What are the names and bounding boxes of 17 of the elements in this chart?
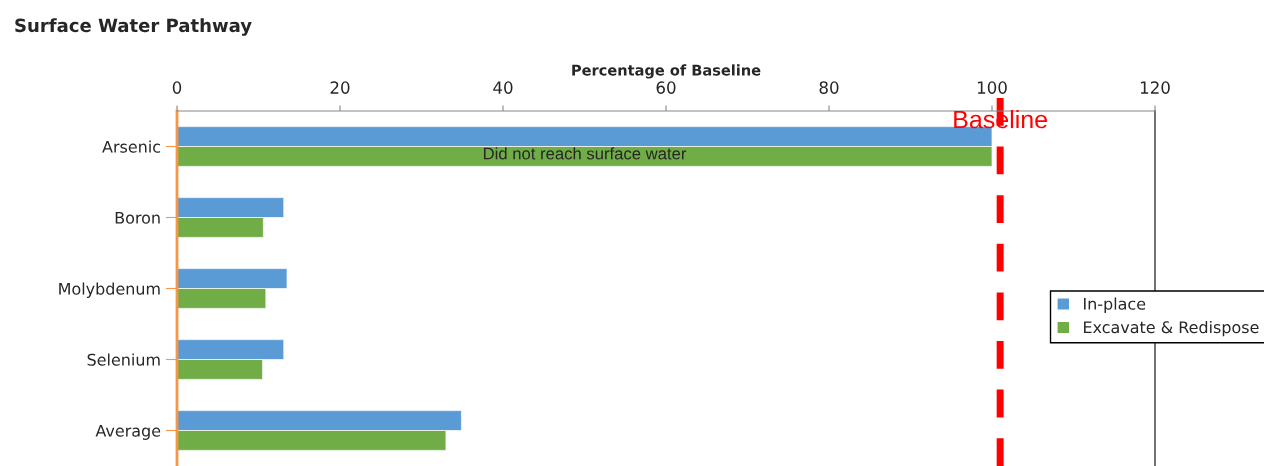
x-axis-title: Percentage of Baseline xyxy=(572,64,761,79)
legend-label: In-place xyxy=(1084,297,1146,313)
annotation: Did not reach surface water xyxy=(483,147,687,160)
x-tick-label: 60 xyxy=(656,81,676,94)
x-tick-label: 100 xyxy=(977,81,1007,94)
x-tick-label: 0 xyxy=(172,81,182,94)
y-tick-label: Molybdenum xyxy=(59,282,160,298)
legend-label: Excavate & Redispose xyxy=(1084,320,1259,337)
chart-title: Surface Water Pathway xyxy=(15,18,252,36)
y-tick-label: Selenium xyxy=(87,353,160,366)
x-tick-label: 80 xyxy=(819,81,839,94)
x-tick-label: 120 xyxy=(1140,81,1170,94)
x-tick-label: 20 xyxy=(330,81,350,94)
y-tick-label: Arsenic xyxy=(102,140,161,153)
y-tick-label: Average xyxy=(95,424,161,440)
y-tick-label: Boron xyxy=(115,211,160,224)
x-tick-label: 40 xyxy=(493,81,513,94)
